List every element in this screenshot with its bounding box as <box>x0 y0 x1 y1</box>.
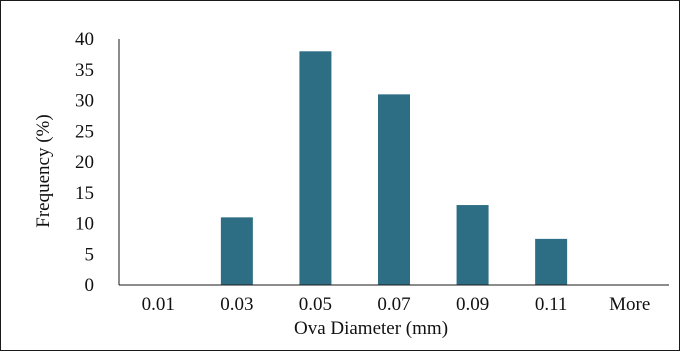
y-tick-label: 15 <box>75 183 94 204</box>
x-tick-label: 0.11 <box>535 294 568 315</box>
x-tick-label: 0.09 <box>456 294 489 315</box>
x-tick-label: 0.07 <box>377 294 410 315</box>
y-tick-label: 30 <box>75 91 94 112</box>
y-tick-label: 20 <box>75 152 94 173</box>
y-tick-label: 10 <box>75 214 94 235</box>
y-axis-title: Frequency (%) <box>33 114 54 227</box>
y-tick-label: 35 <box>75 60 94 81</box>
x-tick-label: 0.03 <box>220 294 253 315</box>
bar <box>535 238 568 285</box>
bar <box>220 217 253 285</box>
x-tick-label: More <box>609 294 650 315</box>
x-tick-label: 0.05 <box>299 294 332 315</box>
x-tick-label: 0.01 <box>142 294 175 315</box>
y-tick-label: 40 <box>75 29 94 50</box>
bar <box>378 94 410 285</box>
bars-layer <box>220 51 568 285</box>
x-tick-labels: 0.01 0.03 0.05 0.07 0.09 0.11 More <box>142 294 651 315</box>
bar <box>299 51 332 285</box>
y-tick-label: 0 <box>85 275 95 296</box>
bar <box>456 205 489 285</box>
y-tick-label: 5 <box>85 244 95 265</box>
y-tick-label: 25 <box>75 121 94 142</box>
y-tick-labels: 0 5 10 15 20 25 30 35 40 <box>75 29 94 296</box>
x-axis-title: Ova Diameter (mm) <box>294 318 448 339</box>
